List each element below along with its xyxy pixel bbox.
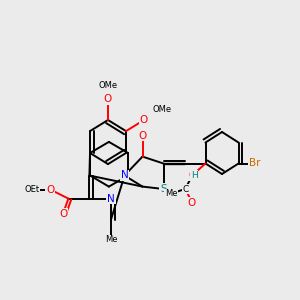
- Text: O: O: [104, 94, 112, 104]
- Text: N: N: [107, 194, 115, 204]
- Text: O: O: [138, 130, 147, 141]
- Text: O: O: [46, 184, 55, 195]
- Text: N: N: [121, 170, 128, 181]
- Text: Me: Me: [165, 189, 177, 198]
- Text: O: O: [188, 197, 196, 208]
- Text: O: O: [188, 171, 196, 180]
- Text: O: O: [140, 115, 148, 125]
- Text: O: O: [59, 208, 67, 219]
- Text: Br: Br: [249, 158, 260, 169]
- Text: H: H: [191, 171, 198, 180]
- Text: C: C: [182, 184, 188, 194]
- Text: OEt: OEt: [25, 185, 40, 194]
- Text: S: S: [160, 184, 167, 194]
- Text: OMe: OMe: [152, 105, 172, 114]
- Text: Me: Me: [105, 236, 117, 244]
- Text: OMe: OMe: [98, 81, 118, 90]
